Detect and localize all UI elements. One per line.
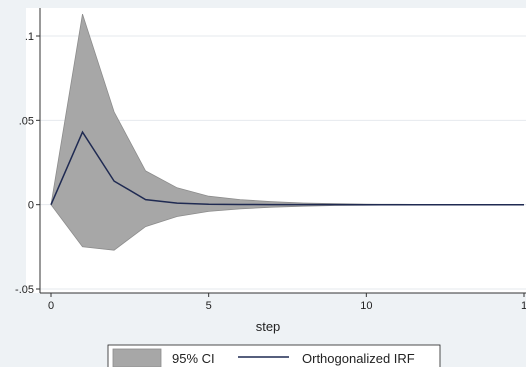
legend-label-ci: 95% CI [172,351,215,366]
irf-line [50,130,524,206]
x-tick-label: 0 [48,300,54,312]
y-tick-label: 0 [28,200,34,212]
x-tick-label: 1 [521,300,526,312]
irf-line-layer [50,130,524,206]
x-tick-label: 10 [360,300,372,312]
legend-label-irf: Orthogonalized IRF [302,351,415,366]
legend: 95% CI Orthogonalized IRF [107,344,441,367]
axes [39,8,526,294]
y-tick-label: .1 [25,31,34,43]
y-tick-label: -.05 [15,284,34,296]
legend-swatch-ci [112,348,162,367]
ticks: -.05 0 .05 .1 0 5 10 1 [15,31,526,312]
y-tick-label: .05 [19,115,34,127]
x-tick-label: 5 [206,300,212,312]
x-axis-title: step [256,319,281,334]
legend-box [107,344,441,367]
